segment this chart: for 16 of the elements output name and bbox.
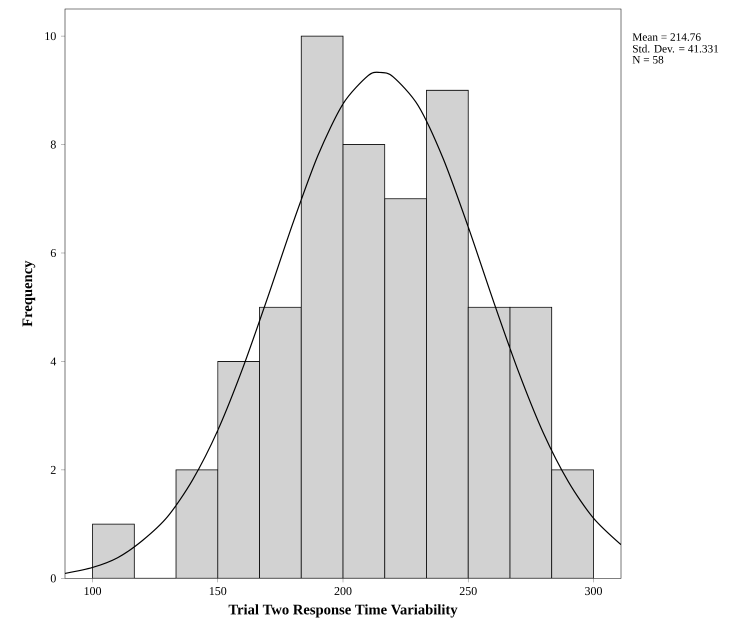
y-tick-label: 4 [50,358,56,366]
text: N = 58 [632,56,664,64]
x-tick-label: 250 [460,587,477,596]
text: Mean = 214.76 [632,33,701,41]
y-tick-label: 2 [50,466,56,474]
x-tick-label: 150 [210,587,226,596]
y-tick-label: 10 [45,32,56,40]
x-tick-label: 200 [334,587,352,596]
y-tick-label: 8 [50,140,56,149]
y-axis-title: Frequency [22,260,36,327]
y-tick-label: 6 [50,248,56,258]
text: Std. Dev. = 41.331 [633,44,718,53]
x-tick-label: 100 [84,587,102,596]
y-tick-label: 0 [50,574,56,582]
x-axis-title: Trial Two Response Time Variability [228,604,458,618]
x-tick-label: 300 [585,587,602,596]
